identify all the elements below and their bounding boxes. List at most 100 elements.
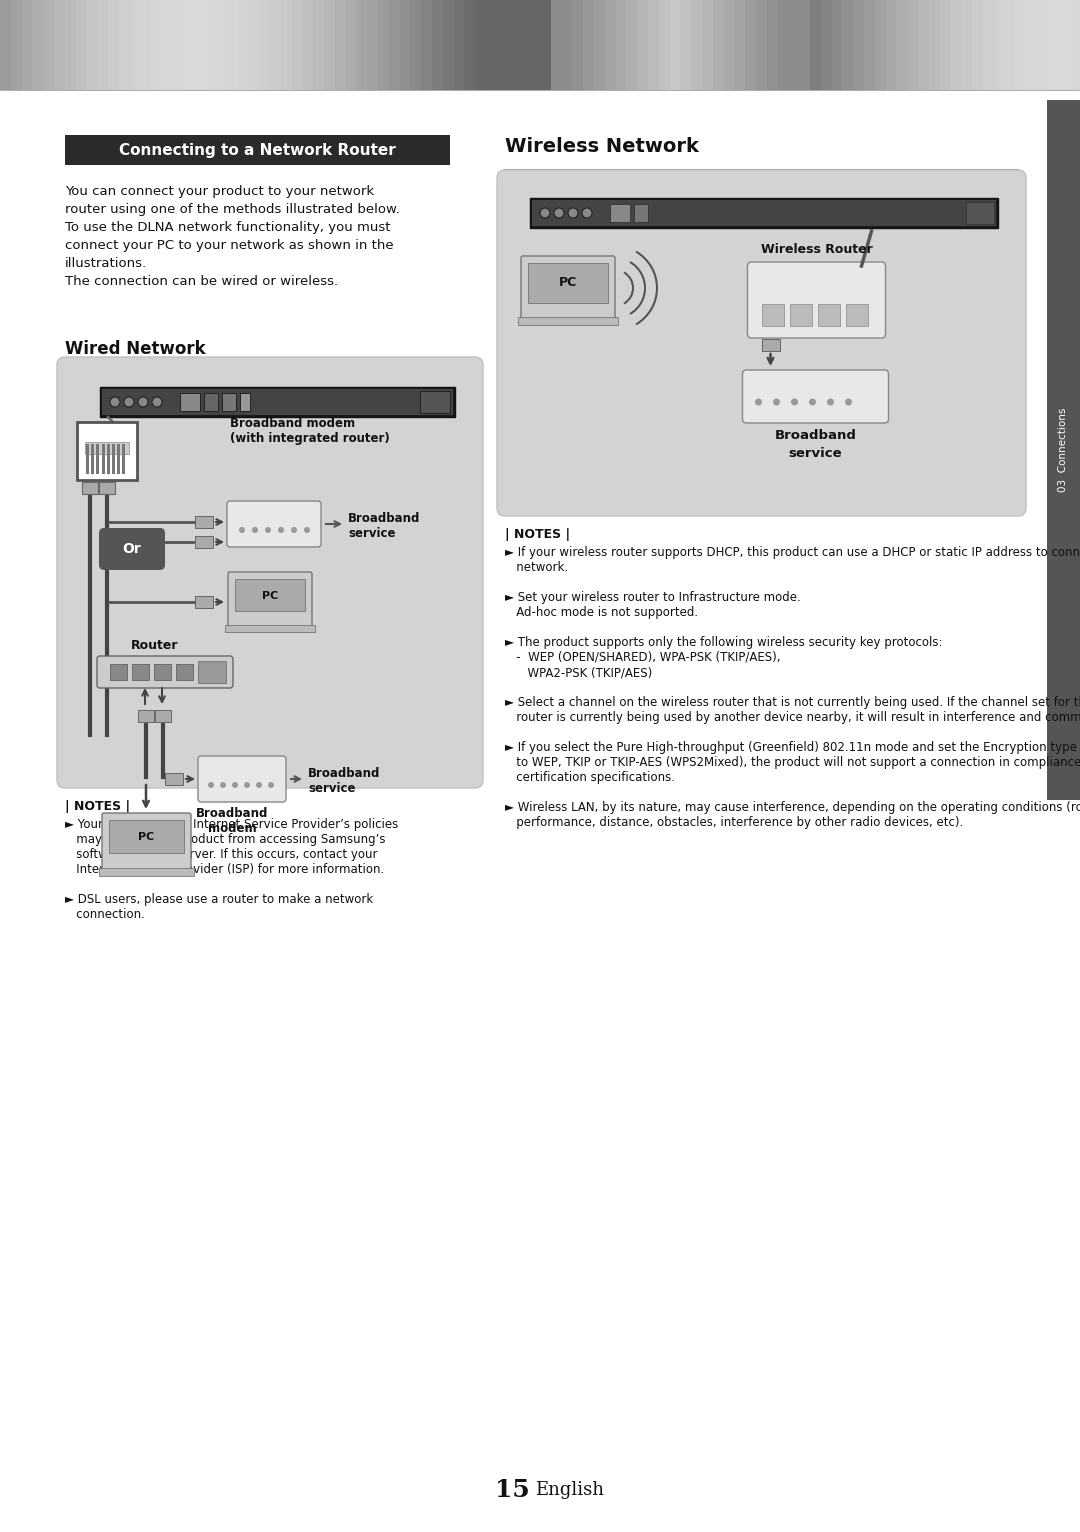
Bar — [324, 0, 336, 90]
Text: may prevent the product from accessing Samsung’s: may prevent the product from accessing S… — [65, 833, 386, 846]
Bar — [540, 0, 552, 90]
Text: software update server. If this occurs, contact your: software update server. If this occurs, … — [65, 849, 378, 861]
Bar — [151, 0, 163, 90]
Text: Connecting to a Network Router: Connecting to a Network Router — [119, 142, 396, 158]
Text: Wired Network: Wired Network — [65, 340, 205, 358]
Bar — [109, 820, 184, 853]
Bar — [532, 201, 996, 227]
Bar — [713, 0, 725, 90]
FancyBboxPatch shape — [228, 571, 312, 628]
Bar — [76, 0, 87, 90]
Bar — [1026, 0, 1038, 90]
Bar — [165, 774, 183, 784]
Text: ► Set your wireless router to Infrastructure mode.: ► Set your wireless router to Infrastruc… — [505, 591, 800, 604]
Bar — [162, 0, 174, 90]
Bar — [54, 0, 66, 90]
Bar — [378, 0, 390, 90]
Bar — [97, 0, 109, 90]
Bar — [486, 0, 498, 90]
Bar — [225, 625, 315, 633]
Text: Ad-hoc mode is not supported.: Ad-hoc mode is not supported. — [505, 607, 698, 619]
Bar — [222, 394, 237, 411]
Text: PC: PC — [558, 276, 577, 290]
Bar — [176, 663, 193, 680]
Bar — [1048, 0, 1059, 90]
Bar — [966, 202, 994, 224]
Text: performance, distance, obstacles, interference by other radio devices, etc).: performance, distance, obstacles, interf… — [505, 817, 963, 829]
Bar — [497, 0, 509, 90]
Text: ► Your router or your Internet Service Provider’s policies: ► Your router or your Internet Service P… — [65, 818, 399, 830]
Bar — [853, 0, 865, 90]
Bar — [91, 444, 94, 473]
Bar — [132, 663, 149, 680]
Bar — [918, 0, 930, 90]
Bar — [22, 0, 33, 90]
Bar — [761, 303, 783, 326]
Bar — [32, 0, 44, 90]
Circle shape — [252, 527, 258, 533]
Bar — [1037, 0, 1049, 90]
Bar — [198, 660, 226, 683]
Bar — [140, 0, 152, 90]
Bar — [637, 0, 649, 90]
Text: ► DSL users, please use a router to make a network: ► DSL users, please use a router to make… — [65, 893, 374, 905]
FancyBboxPatch shape — [97, 656, 233, 688]
Text: router is currently being used by another device nearby, it will result in inter: router is currently being used by anothe… — [505, 711, 1080, 725]
Bar — [96, 444, 99, 473]
Bar — [605, 0, 617, 90]
Bar — [529, 0, 541, 90]
Bar — [659, 0, 671, 90]
Circle shape — [152, 397, 162, 408]
Bar — [11, 0, 23, 90]
Bar — [302, 0, 314, 90]
Text: | NOTES |: | NOTES | — [505, 529, 570, 541]
Bar — [518, 317, 618, 325]
Text: WPA2-PSK (TKIP/AES): WPA2-PSK (TKIP/AES) — [505, 666, 652, 679]
Text: 15: 15 — [496, 1478, 530, 1501]
Text: Broadband modem
(with integrated router): Broadband modem (with integrated router) — [230, 417, 390, 444]
Circle shape — [138, 397, 148, 408]
Bar — [810, 0, 822, 90]
Circle shape — [232, 781, 238, 787]
Text: Wireless Router: Wireless Router — [760, 244, 873, 256]
Bar — [65, 0, 77, 90]
Bar — [421, 0, 433, 90]
Bar — [610, 204, 630, 222]
Bar — [528, 264, 608, 303]
Circle shape — [239, 527, 245, 533]
Bar — [1015, 0, 1027, 90]
Text: To use the DLNA network functionality, you must: To use the DLNA network functionality, y… — [65, 221, 391, 234]
Bar — [691, 0, 703, 90]
Text: ► If your wireless router supports DHCP, this product can use a DHCP or static I: ► If your wireless router supports DHCP,… — [505, 545, 1080, 559]
Circle shape — [303, 527, 310, 533]
Bar — [335, 0, 347, 90]
Text: ► Select a channel on the wireless router that is not currently being used. If t: ► Select a channel on the wireless route… — [505, 696, 1080, 709]
Bar — [994, 0, 1005, 90]
Bar — [195, 596, 213, 608]
Text: ► Wireless LAN, by its nature, may cause interference, depending on the operatin: ► Wireless LAN, by its nature, may cause… — [505, 801, 1080, 813]
Bar — [194, 0, 206, 90]
Bar — [572, 0, 584, 90]
Bar — [767, 0, 779, 90]
Bar — [99, 869, 194, 876]
Text: Broadband: Broadband — [774, 429, 856, 443]
Bar — [1058, 0, 1070, 90]
Bar — [670, 0, 681, 90]
Text: certification specifications.: certification specifications. — [505, 771, 675, 784]
Bar — [702, 0, 714, 90]
Bar — [821, 0, 833, 90]
Bar — [130, 0, 141, 90]
FancyBboxPatch shape — [497, 170, 1026, 516]
Bar — [761, 339, 780, 351]
Circle shape — [773, 398, 780, 406]
Text: router using one of the methods illustrated below.: router using one of the methods illustra… — [65, 204, 400, 216]
Bar — [518, 0, 530, 90]
Bar — [102, 389, 453, 415]
Text: PC: PC — [261, 591, 279, 601]
Bar — [102, 444, 105, 473]
Bar — [410, 0, 422, 90]
Bar — [594, 0, 606, 90]
Text: service: service — [788, 447, 842, 460]
Bar — [734, 0, 746, 90]
Bar — [248, 0, 260, 90]
